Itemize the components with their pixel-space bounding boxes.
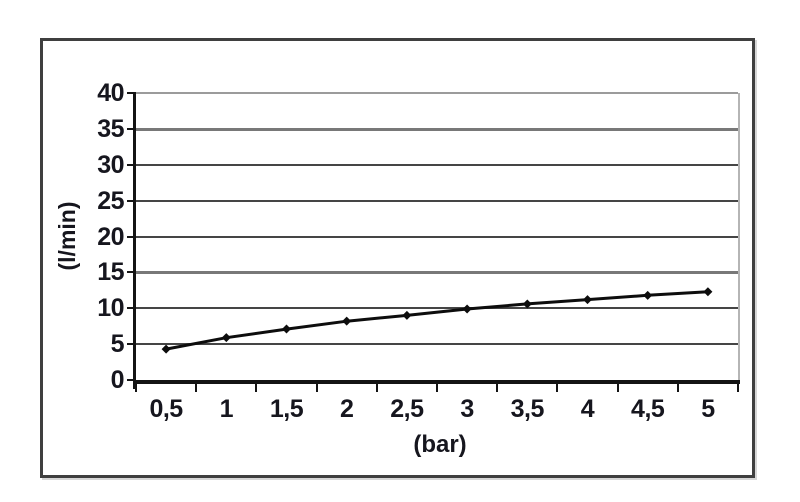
y-tick-label: 0: [110, 366, 125, 394]
data-point-marker: [643, 290, 653, 300]
data-point-marker: [462, 304, 472, 314]
y-tick-mark: [127, 199, 136, 202]
data-point-marker: [522, 299, 532, 309]
flow-curve-line: [165, 290, 708, 351]
chart-frame: [40, 38, 755, 478]
x-tick-mark: [315, 384, 318, 392]
x-tick-label: 0,5: [149, 395, 183, 423]
data-point-marker: [402, 310, 412, 320]
y-tick-label: 15: [97, 258, 124, 287]
x-tick-mark: [255, 384, 258, 392]
x-tick-mark: [556, 384, 559, 392]
x-tick-mark: [436, 384, 438, 392]
data-point-marker: [161, 344, 171, 354]
x-tick-mark: [496, 384, 499, 392]
y-tick-mark: [127, 271, 136, 274]
series-layer: [161, 287, 713, 354]
y-tick-mark: [127, 343, 136, 346]
gridline-y-20: [136, 235, 738, 238]
y-tick-label: 25: [97, 186, 124, 215]
x-tick-mark: [737, 384, 739, 392]
plot-area: [136, 92, 738, 380]
y-tick-mark: [127, 92, 136, 94]
y-tick-label: 5: [110, 330, 125, 359]
x-tick-label: 2: [339, 395, 354, 423]
x-tick-mark: [195, 384, 198, 392]
x-tick-mark: [676, 384, 679, 392]
x-axis-title: (bar): [413, 431, 467, 458]
y-tick-label: 35: [97, 114, 124, 143]
x-tick-label: 5: [701, 395, 715, 423]
gridline-y-40: [136, 92, 738, 94]
plot-right-border: [738, 93, 740, 380]
gridline-y-10: [136, 307, 738, 310]
y-tick-mark: [127, 235, 136, 238]
x-tick-label: 1: [219, 395, 234, 423]
y-tick-mark: [127, 163, 136, 166]
data-point-marker: [282, 324, 291, 334]
y-tick-label: 30: [97, 150, 124, 179]
data-point-marker: [583, 295, 592, 305]
y-tick-label: 20: [97, 222, 124, 251]
x-tick-mark: [375, 384, 378, 392]
x-tick-label: 4: [580, 395, 595, 423]
y-tick-mark: [127, 127, 136, 130]
x-tick-label: 3: [460, 395, 474, 423]
gridline-y-35: [136, 127, 738, 131]
y-axis-line: [133, 93, 136, 389]
gridline-y-15: [136, 271, 738, 275]
y-tick-label: 10: [97, 294, 124, 323]
data-point-marker: [342, 316, 352, 326]
gridline-y-5: [136, 343, 738, 346]
data-point-marker: [221, 333, 231, 343]
x-tick-label: 3,5: [510, 395, 545, 423]
y-tick-mark: [127, 307, 136, 310]
data-point-marker: [703, 287, 713, 297]
x-tick-mark: [135, 384, 137, 392]
x-tick-label: 2,5: [390, 395, 424, 423]
x-axis-line: [133, 380, 740, 384]
y-tick-label: 40: [97, 79, 124, 107]
gridline-y-25: [136, 199, 738, 202]
x-tick-label: 1,5: [269, 395, 304, 423]
gridline-y-30: [136, 163, 738, 166]
x-tick-mark: [616, 384, 619, 392]
y-tick-mark: [127, 379, 136, 381]
x-tick-label: 4,5: [631, 395, 665, 423]
